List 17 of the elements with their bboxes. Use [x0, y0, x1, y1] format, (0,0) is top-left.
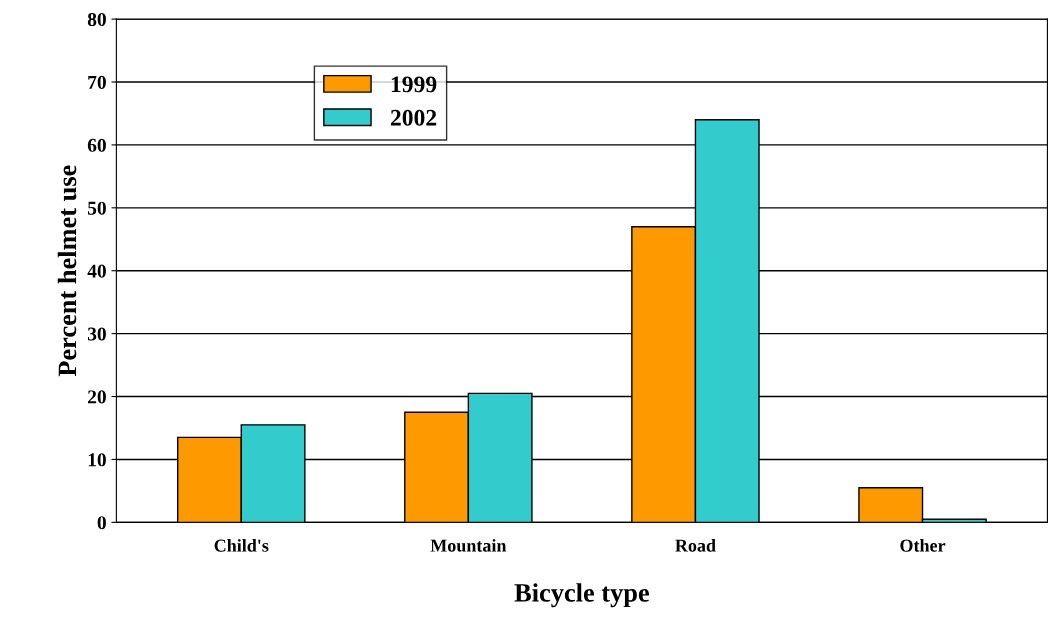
- y-tick-label: 10: [88, 453, 106, 467]
- y-tick-label: 80: [87, 12, 106, 27]
- x-tick-label: Other: [900, 539, 946, 552]
- legend-label: 1999: [391, 76, 437, 93]
- x-tick-label: Mountain: [430, 539, 507, 552]
- y-tick-label: 60: [87, 138, 106, 152]
- x-tick-label: Child's: [214, 539, 269, 552]
- y-tick-label: 30: [87, 327, 106, 341]
- x-tick-label: Road: [675, 539, 716, 552]
- y-tick-label: 0: [97, 516, 106, 530]
- y-axis-title: Percent helmet use: [57, 165, 77, 377]
- y-tick-label: 40: [87, 264, 106, 278]
- x-axis-title: Bicycle type: [514, 583, 649, 608]
- y-tick-label: 20: [88, 390, 106, 404]
- y-tick-label: 70: [88, 75, 106, 89]
- y-tick-label: 50: [87, 201, 106, 215]
- legend-label: 2002: [390, 109, 437, 126]
